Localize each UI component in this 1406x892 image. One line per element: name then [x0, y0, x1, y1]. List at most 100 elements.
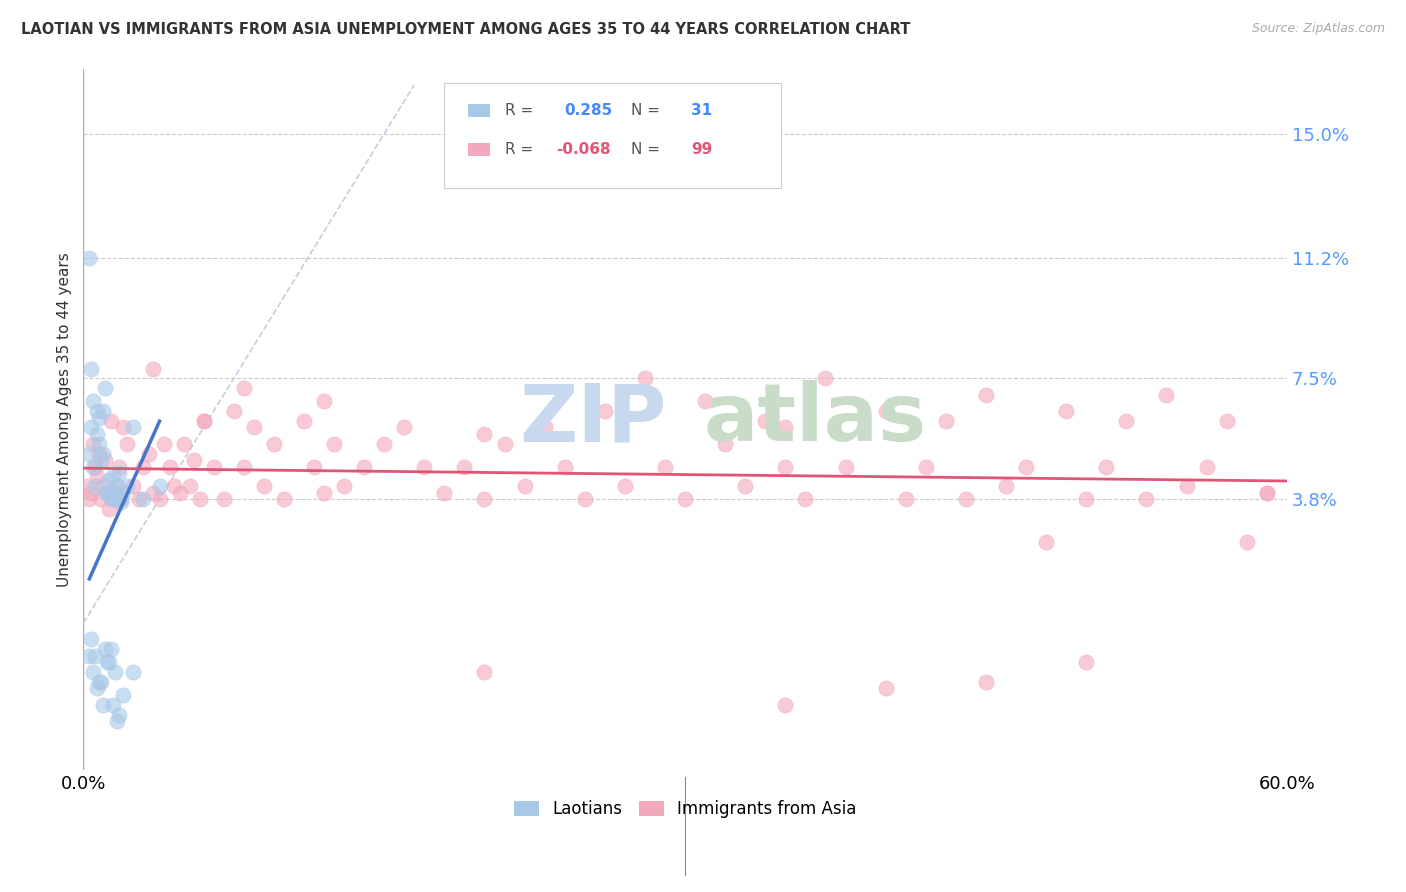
Point	[98, 656, 121, 670]
Point	[695, 394, 717, 409]
Point	[188, 492, 211, 507]
Point	[79, 446, 101, 460]
Point	[1156, 388, 1178, 402]
Point	[394, 420, 416, 434]
Point	[955, 492, 977, 507]
Point	[634, 371, 657, 385]
Point	[513, 479, 536, 493]
Point	[103, 485, 125, 500]
Point	[1076, 492, 1098, 507]
Point	[80, 420, 103, 434]
Point	[1095, 459, 1118, 474]
Point	[433, 485, 456, 500]
Point	[122, 420, 145, 434]
Text: R =: R =	[505, 142, 537, 157]
Point	[593, 404, 616, 418]
Point	[834, 459, 856, 474]
Point	[494, 436, 516, 450]
Point	[1054, 404, 1077, 418]
Point	[814, 371, 837, 385]
Text: R =: R =	[505, 103, 537, 118]
Point	[453, 459, 475, 474]
Point	[94, 453, 117, 467]
Point	[108, 466, 131, 480]
Point	[152, 436, 174, 450]
Point	[373, 436, 395, 450]
Point	[117, 436, 139, 450]
Point	[974, 674, 997, 689]
Point	[82, 459, 104, 474]
Point	[775, 698, 797, 712]
Point	[212, 492, 235, 507]
Point	[108, 707, 131, 722]
Point	[98, 502, 121, 516]
Point	[112, 688, 135, 702]
Point	[613, 479, 636, 493]
Text: 0.285: 0.285	[565, 103, 613, 118]
Point	[138, 446, 160, 460]
Point	[132, 459, 155, 474]
Point	[754, 414, 776, 428]
Point	[108, 492, 131, 507]
Point	[273, 492, 295, 507]
Point	[79, 648, 101, 663]
Point	[132, 492, 155, 507]
Point	[202, 459, 225, 474]
Point	[323, 436, 346, 450]
Point	[80, 485, 103, 500]
Point	[80, 632, 103, 647]
Point	[1115, 414, 1137, 428]
Point	[173, 436, 195, 450]
Text: ZIP: ZIP	[520, 380, 666, 458]
Point	[243, 420, 266, 434]
Point	[128, 492, 150, 507]
Point	[183, 453, 205, 467]
Point	[100, 642, 122, 657]
Point	[89, 436, 111, 450]
Point	[1015, 459, 1038, 474]
Point	[232, 381, 254, 395]
Point	[82, 436, 104, 450]
Point	[82, 394, 104, 409]
Point	[1215, 414, 1237, 428]
Point	[1236, 534, 1258, 549]
Text: LAOTIAN VS IMMIGRANTS FROM ASIA UNEMPLOYMENT AMONG AGES 35 TO 44 YEARS CORRELATI: LAOTIAN VS IMMIGRANTS FROM ASIA UNEMPLOY…	[21, 22, 911, 37]
Point	[159, 459, 181, 474]
Point	[794, 492, 817, 507]
Point	[110, 492, 132, 507]
Point	[108, 459, 131, 474]
Point	[86, 426, 108, 441]
Text: Source: ZipAtlas.com: Source: ZipAtlas.com	[1251, 22, 1385, 36]
Point	[474, 492, 496, 507]
Text: N =: N =	[631, 103, 665, 118]
Point	[312, 394, 335, 409]
Point	[105, 714, 128, 728]
Point	[105, 479, 128, 493]
Text: atlas: atlas	[703, 380, 927, 458]
Point	[302, 459, 325, 474]
Point	[995, 479, 1018, 493]
Point	[90, 492, 112, 507]
Point	[84, 648, 107, 663]
Point	[82, 665, 104, 679]
Point	[100, 414, 122, 428]
FancyBboxPatch shape	[444, 83, 782, 188]
Y-axis label: Unemployment Among Ages 35 to 44 years: Unemployment Among Ages 35 to 44 years	[58, 252, 72, 587]
Point	[142, 361, 165, 376]
Point	[112, 485, 135, 500]
Point	[98, 473, 121, 487]
Point	[312, 485, 335, 500]
Point	[193, 414, 215, 428]
Point	[875, 404, 897, 418]
Point	[1035, 534, 1057, 549]
Point	[79, 492, 101, 507]
Point	[142, 485, 165, 500]
Point	[775, 420, 797, 434]
Point	[654, 459, 676, 474]
Point	[94, 642, 117, 657]
Point	[263, 436, 285, 450]
Point	[110, 495, 132, 509]
Point	[222, 404, 245, 418]
Point	[84, 479, 107, 493]
Point	[103, 469, 125, 483]
